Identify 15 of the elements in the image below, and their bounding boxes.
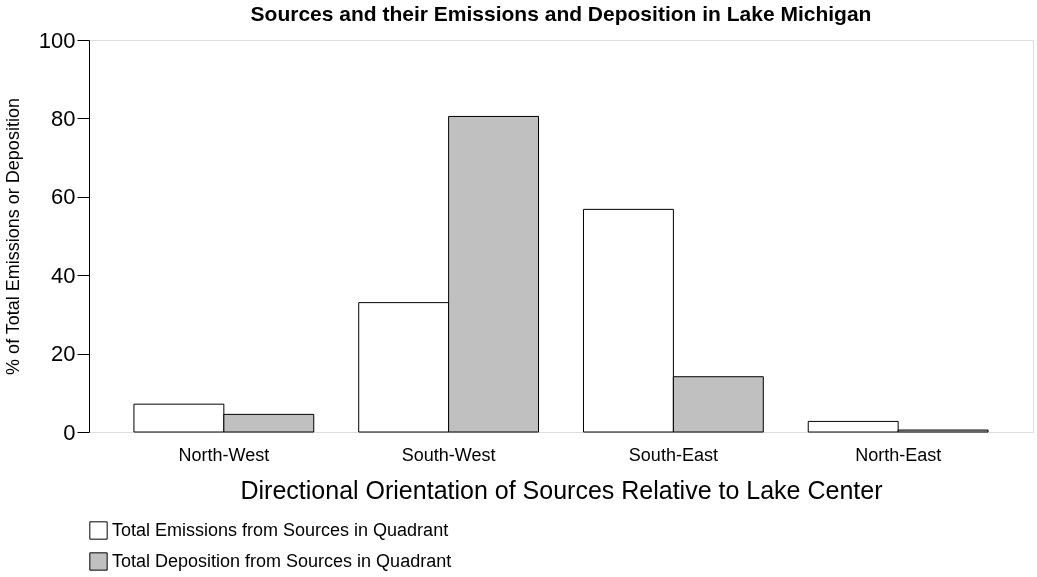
legend-label: Total Deposition from Sources in Quadrant bbox=[112, 550, 452, 571]
x-tick-label: North-West bbox=[178, 444, 270, 465]
x-tick-label: South-East bbox=[628, 444, 718, 465]
y-tick-label: 60 bbox=[51, 184, 76, 210]
y-tick-label: 40 bbox=[51, 262, 76, 288]
x-axis-title: Directional Orientation of Sources Relative to Lake Center bbox=[240, 475, 883, 504]
y-tick-label: 20 bbox=[51, 341, 76, 367]
x-tick-label: South-West bbox=[401, 444, 496, 465]
x-tick-label: North-East bbox=[855, 444, 942, 465]
y-tick-label: 0 bbox=[63, 419, 76, 445]
y-axis-title: % of Total Emissions or Deposition bbox=[2, 98, 23, 375]
y-tick-label: 100 bbox=[38, 27, 76, 53]
legend-label: Total Emissions from Sources in Quadrant bbox=[112, 519, 449, 540]
y-tick-label: 80 bbox=[51, 105, 76, 131]
chart-title: Sources and their Emissions and Deposition in Lake Michigan bbox=[250, 2, 872, 25]
